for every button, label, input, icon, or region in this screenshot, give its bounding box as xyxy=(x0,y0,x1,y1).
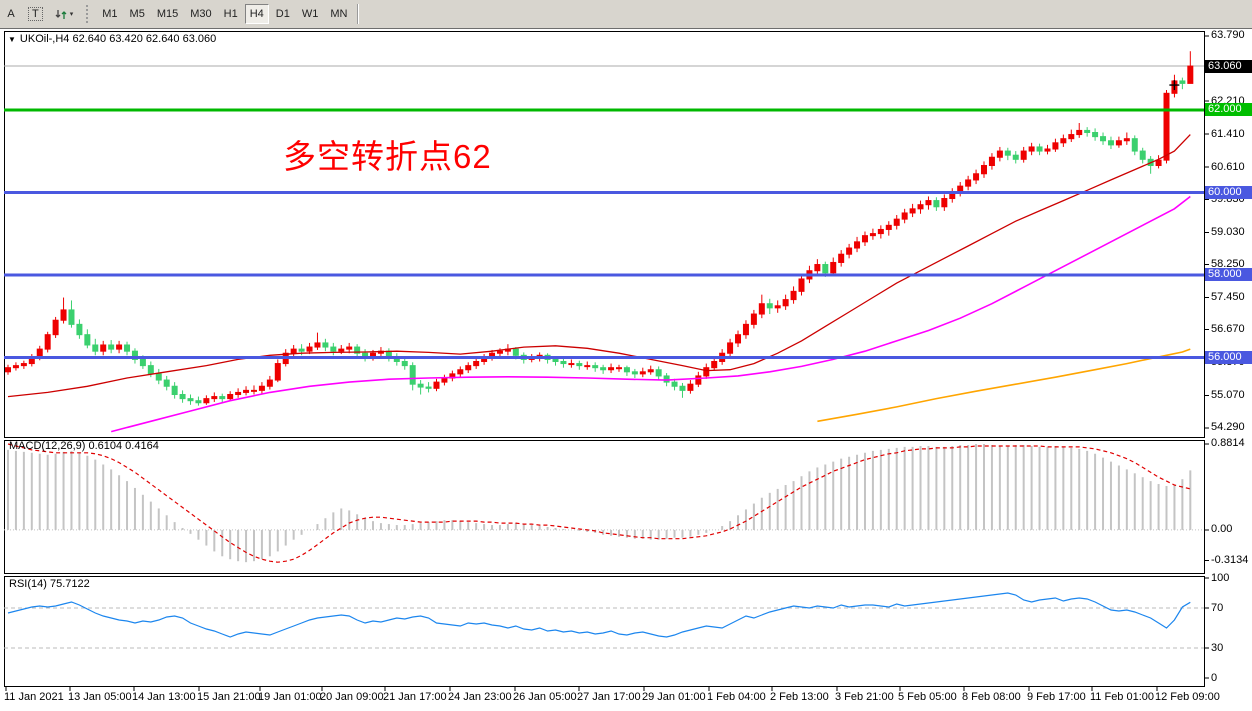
time-tick-label: 11 Feb 01:00 xyxy=(1090,691,1155,703)
macd-signal-line xyxy=(7,443,1191,563)
toolbar: A T ▾ M1 M5 M15 M30 H1 H4 D1 W1 MN xyxy=(0,0,1252,29)
price-tick-label: 60.610 xyxy=(1211,160,1245,173)
plus-marker xyxy=(1169,80,1180,91)
symbol-dropdown-icon[interactable]: ▼ xyxy=(8,35,16,44)
rsi-indicator-label: RSI(14) 75.7122 xyxy=(9,578,90,590)
price-tick-label: 70 xyxy=(1211,601,1224,614)
price-tick-label: 58.250 xyxy=(1211,258,1245,271)
ma-slow-orange-line xyxy=(817,348,1191,423)
axis-ticks xyxy=(5,35,1209,691)
price-tick-label: 0.8814 xyxy=(1211,437,1245,450)
price-tick-label: 63.790 xyxy=(1211,29,1245,42)
time-tick-label: 12 Feb 09:00 xyxy=(1155,691,1220,703)
macd-layer[interactable] xyxy=(4,443,1204,563)
time-tick-label: 27 Jan 17:00 xyxy=(577,691,641,703)
timeframe-button-mn[interactable]: MN xyxy=(325,4,352,24)
chart-text-annotation[interactable]: 多空转折点62 xyxy=(283,138,492,175)
cursor-tool-button[interactable]: A xyxy=(1,4,21,24)
swap-arrows-dropdown-button[interactable]: ▾ xyxy=(50,4,79,24)
time-tick-label: 11 Jan 2021 xyxy=(4,691,64,703)
ma-fast-red-line xyxy=(7,134,1191,398)
chevron-down-icon: ▾ xyxy=(69,11,74,18)
time-tick-label: 3 Feb 21:00 xyxy=(835,691,894,703)
time-tick-label: 21 Jan 17:00 xyxy=(383,691,447,703)
timeframe-button-h4[interactable]: H4 xyxy=(244,4,269,24)
panel-frames xyxy=(4,31,1205,687)
price-tick-label: 55.070 xyxy=(1211,389,1245,402)
rsi-layer[interactable] xyxy=(4,592,1204,649)
time-tick-label: 29 Jan 01:00 xyxy=(642,691,706,703)
price-tick-label: 100 xyxy=(1211,571,1230,584)
time-tick-label: 24 Jan 23:00 xyxy=(448,691,512,703)
time-tick-label: 1 Feb 04:00 xyxy=(707,691,766,703)
price-tick-label: 30 xyxy=(1211,641,1224,654)
price-tick-label: 0.00 xyxy=(1211,523,1233,536)
toolbar-grip[interactable] xyxy=(86,5,91,23)
timeframe-toolbar: M1 M5 M15 M30 H1 H4 D1 W1 MN xyxy=(96,4,353,24)
price-tick-label: 59.030 xyxy=(1211,225,1245,238)
time-tick-label: 14 Jan 13:00 xyxy=(132,691,196,703)
price-tick-label: 61.410 xyxy=(1211,127,1245,140)
rsi-line xyxy=(7,592,1191,638)
price-badge-60-000: 60.000 xyxy=(1205,185,1252,199)
timeframe-button-w1[interactable]: W1 xyxy=(297,4,324,24)
timeframe-button-m15[interactable]: M15 xyxy=(152,4,183,24)
chart-symbol-period: UKOil-,H4 xyxy=(19,33,70,45)
price-badge-62-000: 62.000 xyxy=(1205,103,1252,117)
timeframe-button-h1[interactable]: H1 xyxy=(219,4,243,24)
timeframe-button-m30[interactable]: M30 xyxy=(185,4,216,24)
price-badge-56-000: 56.000 xyxy=(1205,350,1252,364)
macd-indicator-label: MACD(12,26,9) 0.6104 0.4164 xyxy=(9,440,159,452)
time-tick-label: 20 Jan 09:00 xyxy=(320,691,384,703)
text-tool-button[interactable]: T xyxy=(23,4,48,24)
timeframe-button-m1[interactable]: M1 xyxy=(97,4,122,24)
time-tick-label: 2 Feb 13:00 xyxy=(770,691,829,703)
price-tick-label: 54.290 xyxy=(1211,421,1245,434)
price-tick-label: 57.450 xyxy=(1211,291,1245,304)
horizontal-levels-layer[interactable] xyxy=(4,108,1204,359)
price-badge-58-000: 58.000 xyxy=(1205,268,1252,282)
time-tick-label: 5 Feb 05:00 xyxy=(898,691,957,703)
chart-title: ▼ UKOil-,H4 62.640 63.420 62.640 63.060 xyxy=(8,33,216,45)
candles-layer[interactable] xyxy=(5,51,1194,406)
time-tick-label: 8 Feb 08:00 xyxy=(962,691,1021,703)
time-tick-label: 15 Jan 21:00 xyxy=(197,691,261,703)
price-tick-label: -0.3134 xyxy=(1211,554,1249,567)
chart-ohlc-values: 62.640 63.420 62.640 63.060 xyxy=(72,33,217,45)
price-badge-63-060: 63.060 xyxy=(1205,59,1252,73)
timeframe-button-m5[interactable]: M5 xyxy=(125,4,150,24)
text-tool-icon: T xyxy=(28,7,43,21)
swap-arrows-icon xyxy=(55,9,67,19)
price-tick-label: 0 xyxy=(1211,671,1218,684)
price-tick-label: 56.670 xyxy=(1211,323,1245,336)
toolbar-separator xyxy=(357,4,360,24)
time-tick-label: 13 Jan 05:00 xyxy=(68,691,132,703)
time-tick-label: 19 Jan 01:00 xyxy=(258,691,322,703)
time-tick-label: 26 Jan 05:00 xyxy=(513,691,577,703)
time-tick-label: 9 Feb 17:00 xyxy=(1027,691,1086,703)
timeframe-button-d1[interactable]: D1 xyxy=(271,4,295,24)
